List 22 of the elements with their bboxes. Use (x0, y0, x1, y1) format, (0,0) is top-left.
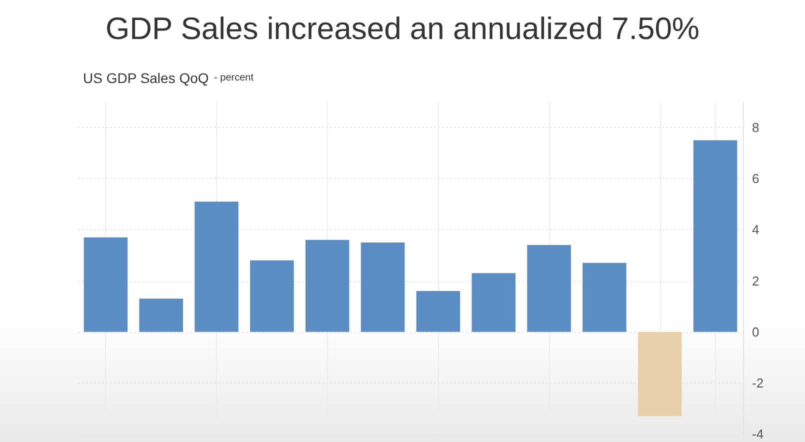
bar (472, 273, 516, 332)
bar (305, 240, 350, 332)
chart-title: GDP Sales increased an annualized 7.50% (106, 11, 700, 46)
bar (638, 332, 682, 416)
y-tick-label: -2 (752, 375, 764, 390)
bar (139, 298, 184, 332)
bar (527, 245, 571, 332)
chart-subtitle: US GDP Sales QoQ (83, 70, 209, 86)
bar (582, 262, 626, 332)
y-axis-title: - percent (214, 72, 254, 84)
bar (250, 260, 294, 332)
y-tick-label: 2 (752, 273, 760, 288)
y-tick-label: 0 (752, 324, 760, 340)
y-tick-label: 4 (752, 222, 760, 238)
bar (360, 242, 405, 332)
y-tick-label: 8 (752, 120, 760, 136)
bar (84, 237, 128, 332)
y-tick-label: 6 (752, 171, 760, 186)
y-tick-label: -4 (752, 426, 764, 442)
bar (416, 290, 460, 332)
bar (693, 140, 738, 332)
bar (194, 202, 238, 332)
